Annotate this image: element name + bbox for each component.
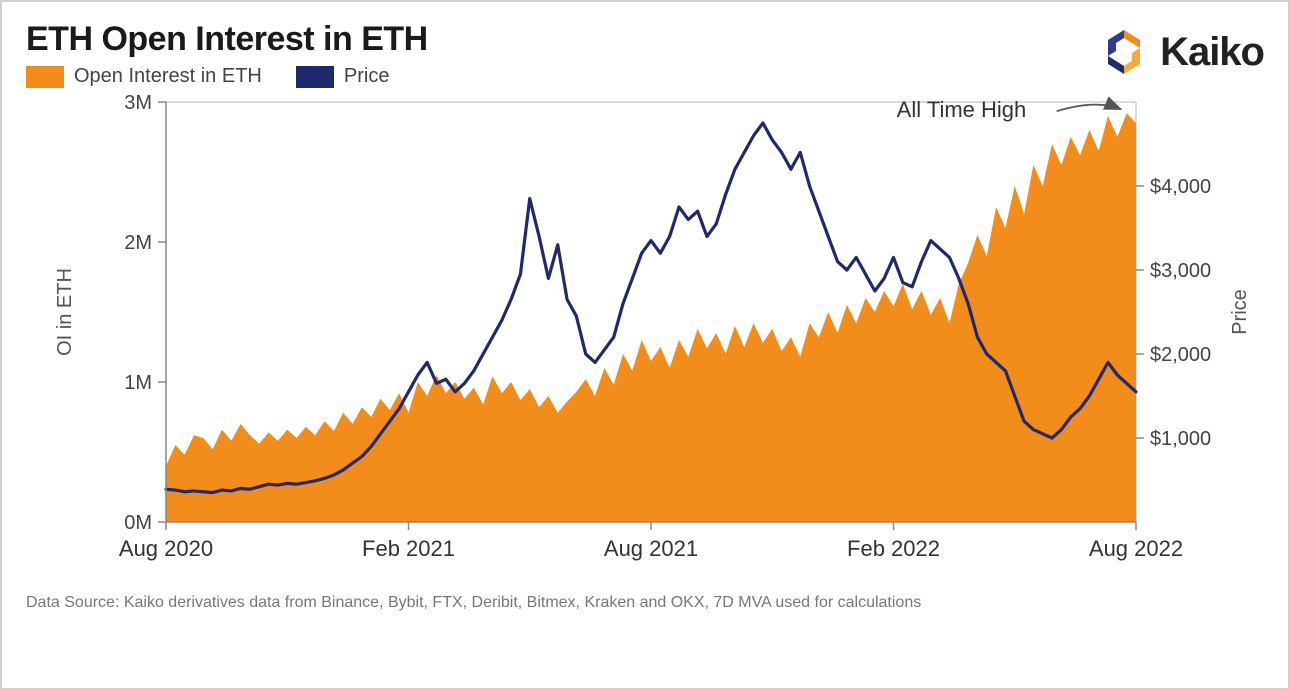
legend-item-price: Price xyxy=(296,65,390,88)
legend-label-price: Price xyxy=(344,65,390,88)
svg-text:2M: 2M xyxy=(124,232,152,254)
svg-text:All Time High: All Time High xyxy=(897,97,1027,122)
chart-title: ETH Open Interest in ETH xyxy=(26,20,428,59)
legend-label-oi: Open Interest in ETH xyxy=(74,65,262,88)
svg-text:Aug 2022: Aug 2022 xyxy=(1089,536,1183,561)
svg-text:1M: 1M xyxy=(124,372,152,394)
title-block: ETH Open Interest in ETH Open Interest i… xyxy=(26,20,428,88)
data-source-footer: Data Source: Kaiko derivatives data from… xyxy=(26,594,1264,612)
brand-name: Kaiko xyxy=(1160,30,1264,75)
svg-text:Aug 2020: Aug 2020 xyxy=(119,536,213,561)
chart-plot: Aug 2020 Feb 2021 Aug 2021 Feb 2022 Aug 2022… xyxy=(26,92,1264,592)
chart-svg: Aug 2020 Feb 2021 Aug 2021 Feb 2022 Aug 2022… xyxy=(26,92,1266,592)
legend-item-oi: Open Interest in ETH xyxy=(26,65,262,88)
header: ETH Open Interest in ETH Open Interest i… xyxy=(26,20,1264,88)
svg-text:0M: 0M xyxy=(124,512,152,534)
chart-card: ETH Open Interest in ETH Open Interest i… xyxy=(0,0,1290,690)
svg-text:Aug 2021: Aug 2021 xyxy=(604,536,698,561)
svg-text:$3,000: $3,000 xyxy=(1150,260,1211,282)
svg-text:$2,000: $2,000 xyxy=(1150,344,1211,366)
kaiko-icon xyxy=(1098,26,1150,78)
brand-logo: Kaiko xyxy=(1098,26,1264,78)
svg-text:OI in ETH: OI in ETH xyxy=(54,268,76,356)
legend-swatch-oi xyxy=(26,66,64,88)
svg-text:Price: Price xyxy=(1229,289,1251,335)
legend-swatch-price xyxy=(296,66,334,88)
svg-text:3M: 3M xyxy=(124,92,152,114)
svg-text:$1,000: $1,000 xyxy=(1150,428,1211,450)
svg-text:Feb 2022: Feb 2022 xyxy=(847,536,940,561)
legend: Open Interest in ETH Price xyxy=(26,65,428,88)
svg-text:Feb 2021: Feb 2021 xyxy=(362,536,455,561)
svg-text:$4,000: $4,000 xyxy=(1150,176,1211,198)
